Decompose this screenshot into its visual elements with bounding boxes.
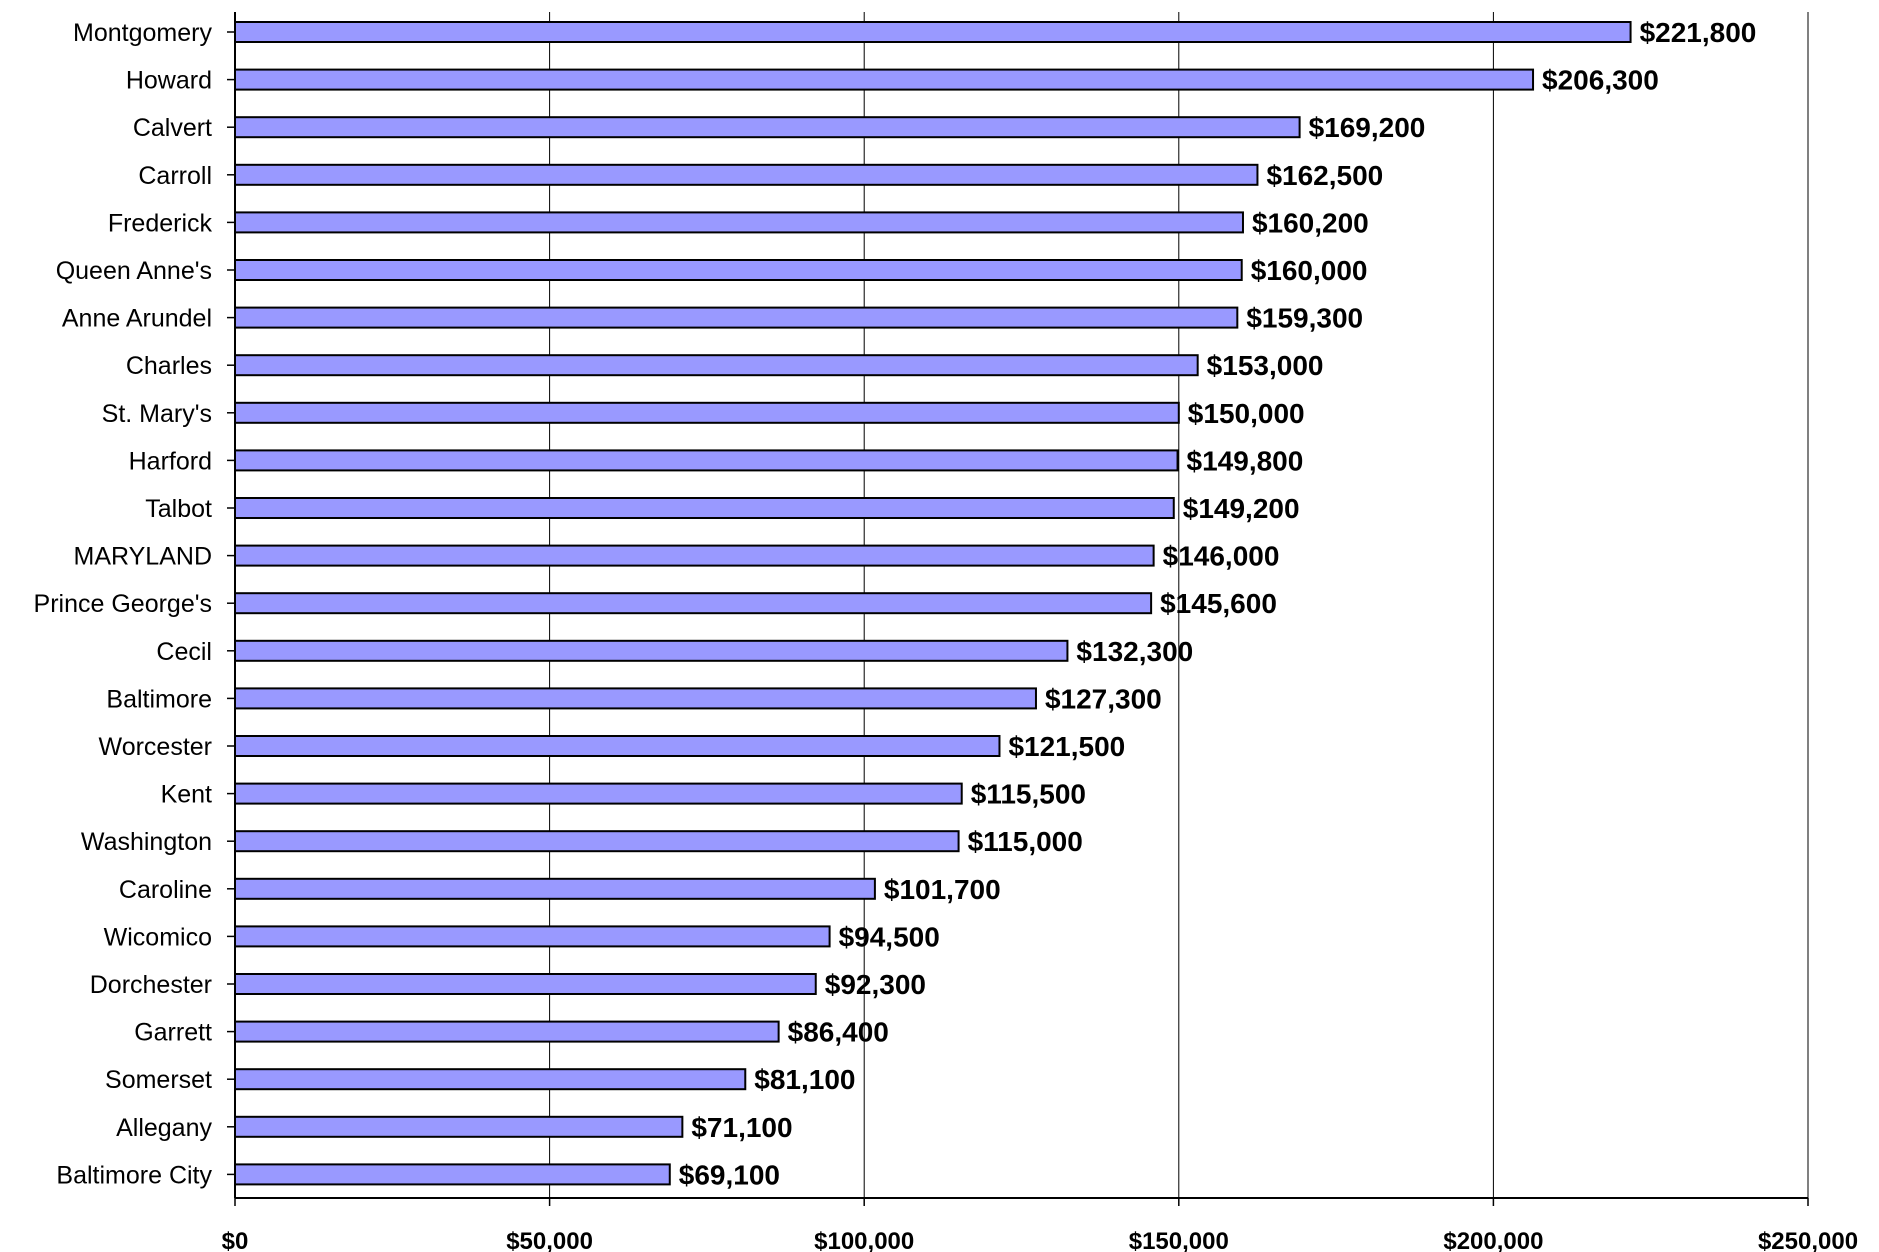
bar xyxy=(235,403,1179,423)
category-label: Wicomico xyxy=(104,923,212,951)
category-labels: Montgomery Howard Calvert Carroll Frederick Q… xyxy=(34,19,213,1189)
category-label: Queen Anne's xyxy=(56,257,212,285)
bar xyxy=(235,784,962,804)
category-label: Allegany xyxy=(116,1114,212,1142)
value-label: $146,000 xyxy=(1163,541,1280,572)
bar xyxy=(235,831,959,851)
value-label: $149,800 xyxy=(1187,445,1304,476)
value-label: $101,700 xyxy=(884,874,1001,905)
category-label: Frederick xyxy=(108,209,213,237)
value-label: $69,100 xyxy=(679,1159,780,1190)
bar xyxy=(235,450,1178,470)
bar xyxy=(235,1022,779,1042)
x-tick-labels: $0 $50,000 $100,000 $150,000 $200,000 $250,00… xyxy=(222,1228,1858,1252)
x-tick-label: $200,000 xyxy=(1443,1228,1543,1252)
category-label: Worcester xyxy=(99,733,212,761)
value-label: $145,600 xyxy=(1160,588,1277,619)
value-label: $86,400 xyxy=(788,1017,889,1048)
category-label: Calvert xyxy=(133,114,212,142)
category-label: Howard xyxy=(126,67,212,95)
bars xyxy=(235,22,1631,1184)
bar xyxy=(235,498,1174,518)
value-label: $221,800 xyxy=(1640,17,1757,48)
value-label: $132,300 xyxy=(1076,636,1193,667)
value-label: $150,000 xyxy=(1188,398,1305,429)
category-label: Carroll xyxy=(138,162,212,190)
category-label: MARYLAND xyxy=(74,543,212,571)
x-tick-label: $0 xyxy=(222,1228,249,1252)
value-label: $160,000 xyxy=(1251,255,1368,286)
value-label: $81,100 xyxy=(754,1064,855,1095)
bar xyxy=(235,641,1067,661)
value-label: $115,500 xyxy=(971,779,1086,810)
value-label: $71,100 xyxy=(691,1112,792,1143)
bar xyxy=(235,974,816,994)
category-label: Anne Arundel xyxy=(62,305,212,333)
x-tick-label: $100,000 xyxy=(814,1228,914,1252)
x-tick-label: $50,000 xyxy=(506,1228,593,1252)
bar xyxy=(235,165,1257,185)
bar xyxy=(235,308,1237,328)
bar xyxy=(235,355,1198,375)
bar xyxy=(235,22,1631,42)
bar xyxy=(235,70,1533,90)
x-tick-label: $150,000 xyxy=(1129,1228,1229,1252)
bar xyxy=(235,593,1151,613)
category-label: Garrett xyxy=(134,1019,212,1047)
value-label: $115,000 xyxy=(968,826,1083,857)
bar xyxy=(235,1117,682,1137)
category-label: Talbot xyxy=(145,495,212,523)
x-tick-label: $250,000 xyxy=(1758,1228,1858,1252)
value-label: $127,300 xyxy=(1045,683,1162,714)
value-label: $94,500 xyxy=(839,921,940,952)
bar xyxy=(235,1164,670,1184)
bar xyxy=(235,117,1300,137)
value-label: $169,200 xyxy=(1309,112,1426,143)
value-label: $153,000 xyxy=(1207,350,1324,381)
value-label: $92,300 xyxy=(825,969,926,1000)
bar xyxy=(235,260,1242,280)
bar xyxy=(235,546,1154,566)
value-label: $149,200 xyxy=(1183,493,1300,524)
bar xyxy=(235,736,999,756)
value-label: $206,300 xyxy=(1542,65,1659,96)
category-label: Kent xyxy=(161,781,212,809)
category-label: Cecil xyxy=(156,638,212,666)
value-label: $121,500 xyxy=(1008,731,1125,762)
bar xyxy=(235,688,1036,708)
category-label: Caroline xyxy=(119,876,212,904)
category-label: Prince George's xyxy=(34,590,212,618)
category-label: Baltimore City xyxy=(56,1161,212,1189)
category-label: Washington xyxy=(81,828,212,856)
category-label: Dorchester xyxy=(90,971,212,999)
category-label: Charles xyxy=(126,352,212,380)
value-label: $162,500 xyxy=(1266,160,1383,191)
value-label: $159,300 xyxy=(1246,303,1363,334)
value-label: $160,200 xyxy=(1252,207,1369,238)
category-label: St. Mary's xyxy=(102,400,212,428)
bar xyxy=(235,212,1243,232)
category-label: Somerset xyxy=(105,1066,212,1094)
category-label: Montgomery xyxy=(73,19,212,47)
bar xyxy=(235,879,875,899)
category-label: Harford xyxy=(129,447,212,475)
category-label: Baltimore xyxy=(106,685,212,713)
bar xyxy=(235,1069,745,1089)
bar xyxy=(235,926,830,946)
